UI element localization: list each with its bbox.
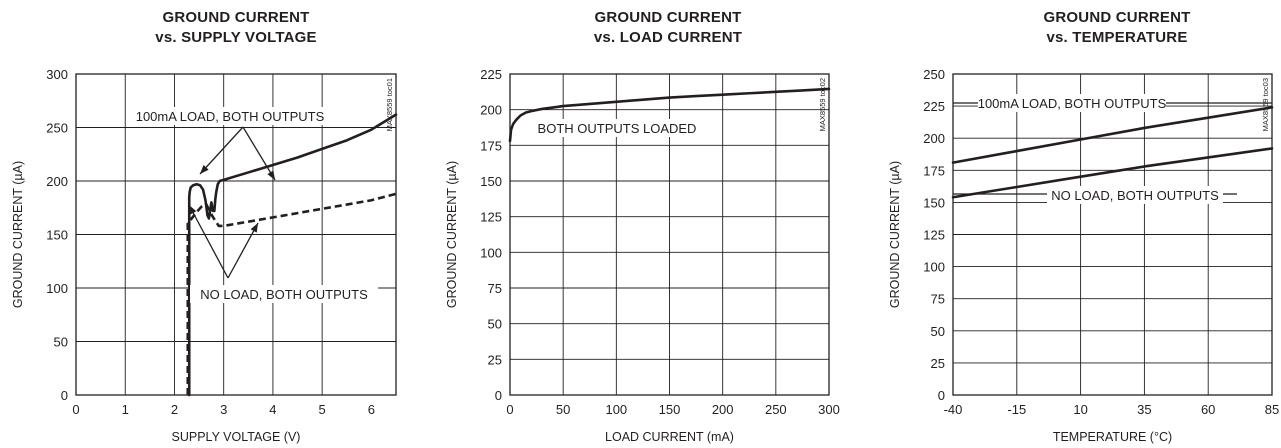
chart2-xtick-label: 250 (765, 402, 787, 417)
chart3-ytick-label: 0 (938, 388, 945, 403)
chart2-title-line1: GROUND CURRENT (594, 9, 742, 26)
chart3-xtick-label: 60 (1201, 402, 1215, 417)
chart1-leader-line (242, 126, 276, 181)
chart2-title-line2: vs. LOAD CURRENT (593, 29, 743, 46)
chart2-ytick-label: 25 (488, 352, 502, 367)
chart1-xtick-label: 3 (220, 402, 227, 417)
chart2-xtick-label: 200 (712, 402, 734, 417)
chart2-series-0-line (508, 87, 831, 143)
chart2-xtick-label: 300 (818, 402, 840, 417)
chart3-xlabel: TEMPERATURE (°C) (1053, 430, 1172, 444)
chart2-ytick-label: 75 (488, 281, 502, 296)
chart2-annotation: BOTH OUTPUTS LOADED (538, 121, 697, 136)
chart1-xtick-label: 5 (319, 402, 326, 417)
chart1-annotation-bg (190, 285, 378, 303)
chart2-xtick-label: 0 (506, 402, 513, 417)
chart3-ytick-label: 150 (923, 195, 945, 210)
chart3-ytick-label: 100 (923, 260, 945, 275)
chart3-xtick-label: 85 (1265, 402, 1279, 417)
chart1-leader-line (188, 204, 229, 279)
chart1-plot: 0 1 2 3 4 5 6 0 50 100 150 200 250 300 SUPPLY VOLTAGE … (11, 67, 398, 444)
chart1-xtick-label: 1 (122, 402, 129, 417)
chart2-ytick-label: 0 (495, 388, 502, 403)
chart3-ytick-label: 25 (931, 356, 945, 371)
chart2-plot: 0 50 100 150 200 250 300 0 25 50 75 100 125 150 175 200… (445, 67, 840, 444)
chart1-xtick-label: 6 (368, 402, 375, 417)
chart1-xtick-label: 2 (171, 402, 178, 417)
chart2-xlabel: LOAD CURRENT (mA) (605, 430, 734, 444)
chart3-frame (952, 73, 1273, 396)
chart1-xlabel: SUPPLY VOLTAGE (V) (172, 430, 301, 444)
chart3-title: GROUND CURRENT vs. TEMPERATURE (952, 8, 1281, 48)
chart3-ytick-label: 200 (923, 131, 945, 146)
chart3-ytick-label: 175 (923, 163, 945, 178)
chart3-ytick-label: 250 (923, 67, 945, 82)
chart2-id-label: MAX8559 toc02 (818, 78, 827, 131)
chart1-ytick-label: 250 (46, 121, 68, 136)
chart1-arrowhead (200, 164, 209, 174)
chart1-annotation-bg (130, 107, 330, 125)
chart3-xtick-label: -40 (944, 402, 963, 417)
chart2-ytick-label: 175 (480, 138, 502, 153)
chart1-title-line1: GROUND CURRENT (162, 9, 310, 26)
chart2-title: GROUND CURRENT vs. LOAD CURRENT (508, 8, 828, 48)
chart3-title-line2: vs. TEMPERATURE (1046, 29, 1188, 46)
chart1-arrowhead (250, 223, 258, 233)
chart3-plot: -40 -15 10 35 60 85 0 25 50 75 100 125 150 175 200 225 2… (888, 67, 1279, 444)
chart3-xtick-label: -15 (1007, 402, 1026, 417)
chart3-series-0-line (951, 106, 1274, 164)
chart2-ytick-label: 225 (480, 67, 502, 82)
chart1-ytick-label: 150 (46, 228, 68, 243)
chart3-annotation-bg (1047, 186, 1223, 204)
chart3-ytick-label: 75 (931, 292, 945, 307)
chart1-title: GROUND CURRENT vs. SUPPLY VOLTAGE (76, 8, 396, 48)
chart2-annotation-bg (532, 119, 702, 137)
chart3-ylabel: GROUND CURRENT (µA) (888, 161, 902, 308)
chart1-series-0-line (187, 113, 398, 397)
chart1-ytick-label: 300 (46, 67, 68, 82)
chart2-frame (509, 73, 830, 396)
chart1-annotation: NO LOAD, BOTH OUTPUTS (200, 287, 368, 302)
chart1-leader-line (227, 222, 259, 279)
chart2-xtick-label: 100 (605, 402, 627, 417)
chart3-id-label: MAX8559 toc03 (1261, 78, 1270, 131)
chart1-xtick-label: 4 (269, 402, 276, 417)
chart1-series-1-line (186, 192, 397, 395)
chart3-xtick-label: 35 (1137, 402, 1151, 417)
chart1-title-line2: vs. SUPPLY VOLTAGE (155, 29, 317, 46)
chart1-arrowhead (189, 205, 197, 215)
chart2-ytick-label: 200 (480, 103, 502, 118)
chart3-ytick-label: 50 (931, 324, 945, 339)
chart3-annotation: NO LOAD, BOTH OUTPUTS (1051, 188, 1219, 203)
chart2-xtick-label: 150 (659, 402, 681, 417)
chart3-ytick-label: 225 (923, 99, 945, 114)
chart2-ytick-label: 150 (480, 174, 502, 189)
chart2-ylabel: GROUND CURRENT (µA) (445, 161, 459, 308)
chart3-annotation: 100mA LOAD, BOTH OUTPUTS (978, 96, 1167, 111)
chart1-ytick-label: 0 (61, 388, 68, 403)
chart1-ytick-label: 200 (46, 174, 68, 189)
chart1-ytick-label: 50 (54, 335, 68, 350)
chart1-xtick-label: 0 (72, 402, 79, 417)
chart1-annotation: 100mA LOAD, BOTH OUTPUTS (136, 109, 325, 124)
chart2-ytick-label: 125 (480, 210, 502, 225)
chart3-series-1-line (951, 147, 1274, 199)
chart3-annotation-bg (978, 94, 1166, 112)
chart1-ytick-label: 100 (46, 281, 68, 296)
chart1-frame (75, 73, 397, 396)
chart1-id-label: MAX8559 toc01 (385, 78, 394, 131)
chart1-arrowhead (267, 170, 275, 180)
chart2-xtick-label: 50 (556, 402, 570, 417)
chart1-ylabel: GROUND CURRENT (µA) (11, 161, 25, 308)
chart2-ytick-label: 50 (488, 317, 502, 332)
chart3-xtick-label: 10 (1073, 402, 1087, 417)
chart1-leader-line (199, 126, 244, 175)
chart3-ytick-label: 125 (923, 228, 945, 243)
chart2-ytick-label: 100 (480, 245, 502, 260)
chart3-title-line1: GROUND CURRENT (1043, 9, 1191, 26)
